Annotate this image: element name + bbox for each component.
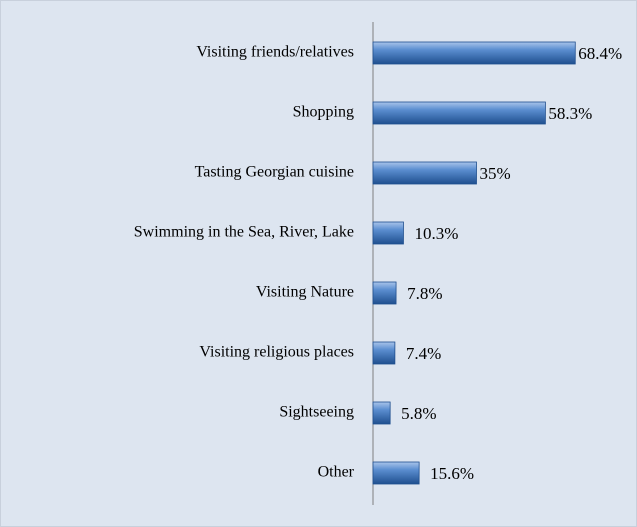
bar [372,461,420,485]
bar [372,41,576,65]
value-label: 15.6% [430,464,474,483]
value-label: 68.4% [578,44,622,63]
category-label: Swimming in the Sea, River, Lake [134,224,354,241]
value-label: 5.8% [401,404,436,423]
bar [372,281,397,305]
category-label: Other [318,464,355,481]
category-label: Tasting Georgian cuisine [195,164,354,181]
bar [372,401,391,425]
category-label: Shopping [293,104,354,121]
value-label: 58.3% [548,104,592,123]
category-label: Visiting religious places [199,344,354,361]
value-label: 7.8% [407,284,442,303]
category-label: Visiting Nature [256,284,354,301]
bar [372,161,477,185]
bar [372,101,546,125]
category-label: Sightseeing [279,404,354,421]
bar [372,341,396,365]
bar [372,221,404,245]
value-label: 7.4% [406,344,441,363]
category-label: Visiting friends/relatives [196,44,354,61]
value-label: 35% [480,164,511,183]
value-label: 10.3% [414,224,458,243]
